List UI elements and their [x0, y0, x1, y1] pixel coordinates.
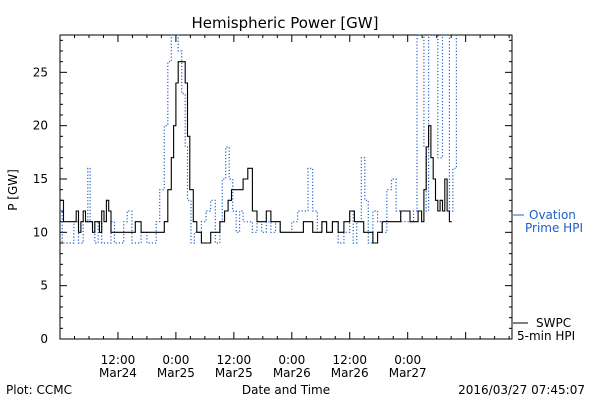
legend-ovation-label-1: Ovation	[529, 208, 576, 222]
x-tick-label-time: 0:00	[278, 353, 305, 367]
y-tick-label: 5	[40, 279, 48, 293]
y-tick-label: 25	[33, 65, 48, 79]
y-axis-label: P [GW]	[6, 169, 20, 211]
y-tick-label: 20	[33, 119, 48, 133]
y-tick-label: 0	[40, 332, 48, 346]
legend-swpc-label-1: SWPC	[536, 316, 571, 330]
series-layer	[60, 34, 457, 244]
x-tick-label-time: 12:00	[217, 353, 252, 367]
x-tick-label-time: 12:00	[101, 353, 136, 367]
x-tick-label-date: Mar25	[157, 366, 195, 380]
legend-swpc-label-2: 5-min HPI	[517, 329, 575, 343]
x-axis-label: Date and Time	[242, 383, 330, 397]
plot-frame	[59, 34, 513, 340]
legend-ovation-label-2: Prime HPI	[525, 221, 583, 235]
y-tick-label: 10	[33, 225, 48, 239]
series-swpc-line	[60, 61, 452, 244]
x-tick-label-date: Mar24	[99, 366, 137, 380]
x-tick-label-date: Mar26	[331, 366, 369, 380]
x-tick-label-date: Mar25	[215, 366, 253, 380]
x-tick-label-time: 0:00	[162, 353, 189, 367]
footer-plot-credit: Plot: CCMC	[6, 383, 72, 397]
chart-title: Hemispheric Power [GW]	[192, 14, 379, 32]
x-tick-label-time: 12:00	[332, 353, 367, 367]
footer-timestamp: 2016/03/27 07:45:07	[458, 383, 585, 397]
x-axis: 12:00Mar240:00Mar2512:00Mar250:00Mar2612…	[59, 35, 510, 380]
legend: Ovation Prime HPI SWPC 5-min HPI	[513, 208, 583, 343]
series-ovation-prime-line	[60, 34, 457, 244]
y-axis: 0 5 10 15 20 25	[33, 39, 512, 346]
x-tick-label-time: 0:00	[394, 353, 421, 367]
plot-border	[59, 34, 513, 340]
x-tick-label-date: Mar26	[273, 366, 311, 380]
y-tick-label: 15	[33, 172, 48, 186]
x-tick-label-date: Mar27	[389, 366, 427, 380]
